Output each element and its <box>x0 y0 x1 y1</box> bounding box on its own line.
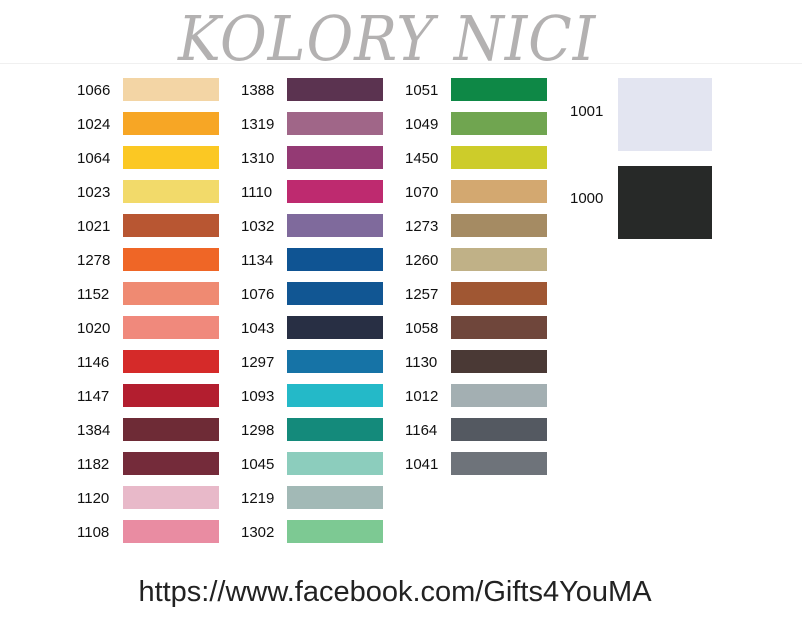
color-code: 1076 <box>241 286 275 303</box>
color-code: 1058 <box>405 320 439 337</box>
color-code: 1319 <box>241 116 275 133</box>
color-swatch-1000 <box>618 166 712 239</box>
color-swatch <box>287 350 383 373</box>
color-code: 1164 <box>405 422 438 439</box>
color-swatch <box>287 214 383 237</box>
color-swatch <box>451 452 547 475</box>
color-swatch <box>451 418 547 441</box>
color-code: 1384 <box>77 422 111 439</box>
color-swatch <box>451 214 547 237</box>
color-swatch <box>123 248 219 271</box>
color-swatch <box>451 146 547 169</box>
color-code: 1257 <box>405 286 439 303</box>
divider <box>0 63 802 64</box>
color-label-1000: 1000 <box>570 190 604 207</box>
color-code: 1045 <box>241 456 275 473</box>
color-code: 1130 <box>405 354 438 371</box>
color-code: 1147 <box>77 388 110 405</box>
color-code: 1070 <box>405 184 439 201</box>
color-code: 1450 <box>405 150 439 167</box>
color-code: 1041 <box>405 456 439 473</box>
color-swatch <box>123 316 219 339</box>
color-label-1001: 1001 <box>570 103 604 120</box>
color-swatch <box>123 146 219 169</box>
color-swatch <box>123 214 219 237</box>
color-swatch <box>123 282 219 305</box>
color-code: 1051 <box>405 82 439 99</box>
color-swatch <box>123 384 219 407</box>
color-swatch <box>451 316 547 339</box>
color-swatch <box>287 418 383 441</box>
color-swatch <box>451 180 547 203</box>
color-swatch <box>123 78 219 101</box>
color-swatch <box>287 146 383 169</box>
color-code: 1219 <box>241 490 275 507</box>
color-code: 1093 <box>241 388 275 405</box>
color-code: 1388 <box>241 82 275 99</box>
color-code: 1152 <box>77 286 110 303</box>
color-swatch <box>451 384 547 407</box>
color-code: 1043 <box>241 320 275 337</box>
color-swatch <box>451 282 547 305</box>
color-code: 1260 <box>405 252 439 269</box>
color-swatch <box>123 418 219 441</box>
color-swatch <box>451 248 547 271</box>
color-code: 1297 <box>241 354 275 371</box>
color-code: 1110 <box>241 184 273 201</box>
color-code: 1023 <box>77 184 111 201</box>
color-swatch <box>451 350 547 373</box>
page-title: KOLORY NICI <box>178 2 597 75</box>
color-swatch <box>287 316 383 339</box>
color-code: 1066 <box>77 82 111 99</box>
color-code: 1024 <box>77 116 111 133</box>
color-code: 1032 <box>241 218 275 235</box>
color-swatch <box>123 486 219 509</box>
color-swatch-1001 <box>618 78 712 151</box>
color-code: 1108 <box>77 524 110 541</box>
color-swatch <box>451 112 547 135</box>
color-swatch <box>123 350 219 373</box>
color-swatch <box>287 384 383 407</box>
color-code: 1021 <box>77 218 111 235</box>
color-code: 1310 <box>241 150 275 167</box>
color-swatch <box>123 452 219 475</box>
color-swatch <box>287 282 383 305</box>
color-swatch <box>287 520 383 543</box>
color-code: 1049 <box>405 116 439 133</box>
color-code: 1012 <box>405 388 439 405</box>
color-code: 1134 <box>241 252 274 269</box>
color-code: 1146 <box>77 354 110 371</box>
color-swatch <box>451 78 547 101</box>
color-swatch <box>287 112 383 135</box>
color-swatch <box>287 248 383 271</box>
color-code: 1064 <box>77 150 111 167</box>
color-code: 1278 <box>77 252 111 269</box>
color-code: 1273 <box>405 218 439 235</box>
color-code: 1302 <box>241 524 275 541</box>
color-swatch <box>123 520 219 543</box>
color-code: 1020 <box>77 320 111 337</box>
color-swatch <box>287 180 383 203</box>
color-swatch <box>287 486 383 509</box>
color-swatch <box>287 452 383 475</box>
color-swatch <box>123 180 219 203</box>
color-code: 1120 <box>77 490 110 507</box>
color-swatch <box>123 112 219 135</box>
facebook-link[interactable]: https://www.facebook.com/Gifts4YouMA <box>138 576 652 608</box>
color-code: 1298 <box>241 422 275 439</box>
color-code: 1182 <box>77 456 110 473</box>
color-swatch <box>287 78 383 101</box>
